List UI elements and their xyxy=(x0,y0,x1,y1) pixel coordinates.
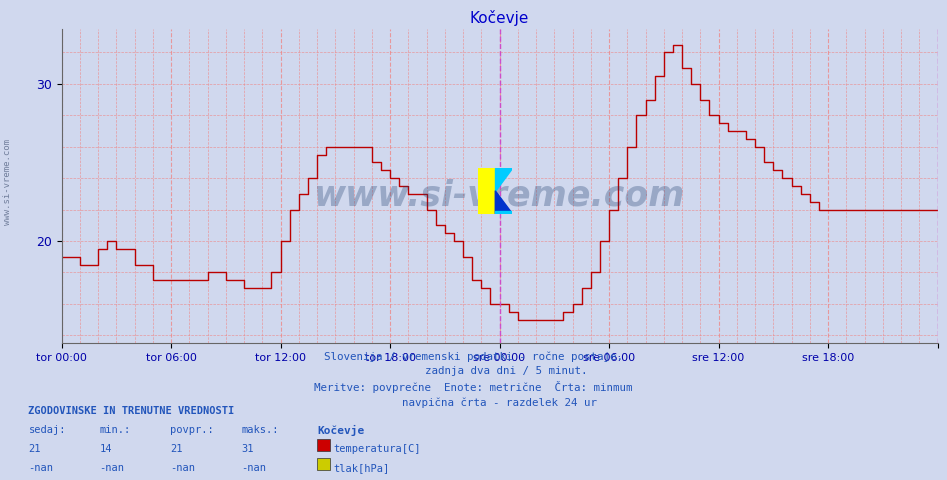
Text: -nan: -nan xyxy=(28,463,53,473)
Text: povpr.:: povpr.: xyxy=(170,425,214,435)
Polygon shape xyxy=(478,168,495,214)
Polygon shape xyxy=(495,211,512,214)
Text: Kočevje: Kočevje xyxy=(317,425,365,436)
Text: ZGODOVINSKE IN TRENUTNE VREDNOSTI: ZGODOVINSKE IN TRENUTNE VREDNOSTI xyxy=(28,406,235,416)
Text: sedaj:: sedaj: xyxy=(28,425,66,435)
Text: -nan: -nan xyxy=(170,463,195,473)
Text: 21: 21 xyxy=(28,444,41,454)
Text: Slovenija / vremenski podatki - ročne postaje.
          zadnja dva dni / 5 minu: Slovenija / vremenski podatki - ročne po… xyxy=(314,351,633,408)
Title: Kočevje: Kočevje xyxy=(470,10,529,26)
Text: -nan: -nan xyxy=(99,463,124,473)
Text: maks.:: maks.: xyxy=(241,425,279,435)
Polygon shape xyxy=(495,168,512,191)
Text: 31: 31 xyxy=(241,444,254,454)
Text: www.si-vreme.com: www.si-vreme.com xyxy=(313,179,686,213)
Text: -nan: -nan xyxy=(241,463,266,473)
Text: 14: 14 xyxy=(99,444,112,454)
Text: 21: 21 xyxy=(170,444,183,454)
Polygon shape xyxy=(495,191,512,214)
Text: tlak[hPa]: tlak[hPa] xyxy=(333,463,389,473)
Text: www.si-vreme.com: www.si-vreme.com xyxy=(3,139,12,226)
Text: temperatura[C]: temperatura[C] xyxy=(333,444,420,454)
Text: min.:: min.: xyxy=(99,425,131,435)
